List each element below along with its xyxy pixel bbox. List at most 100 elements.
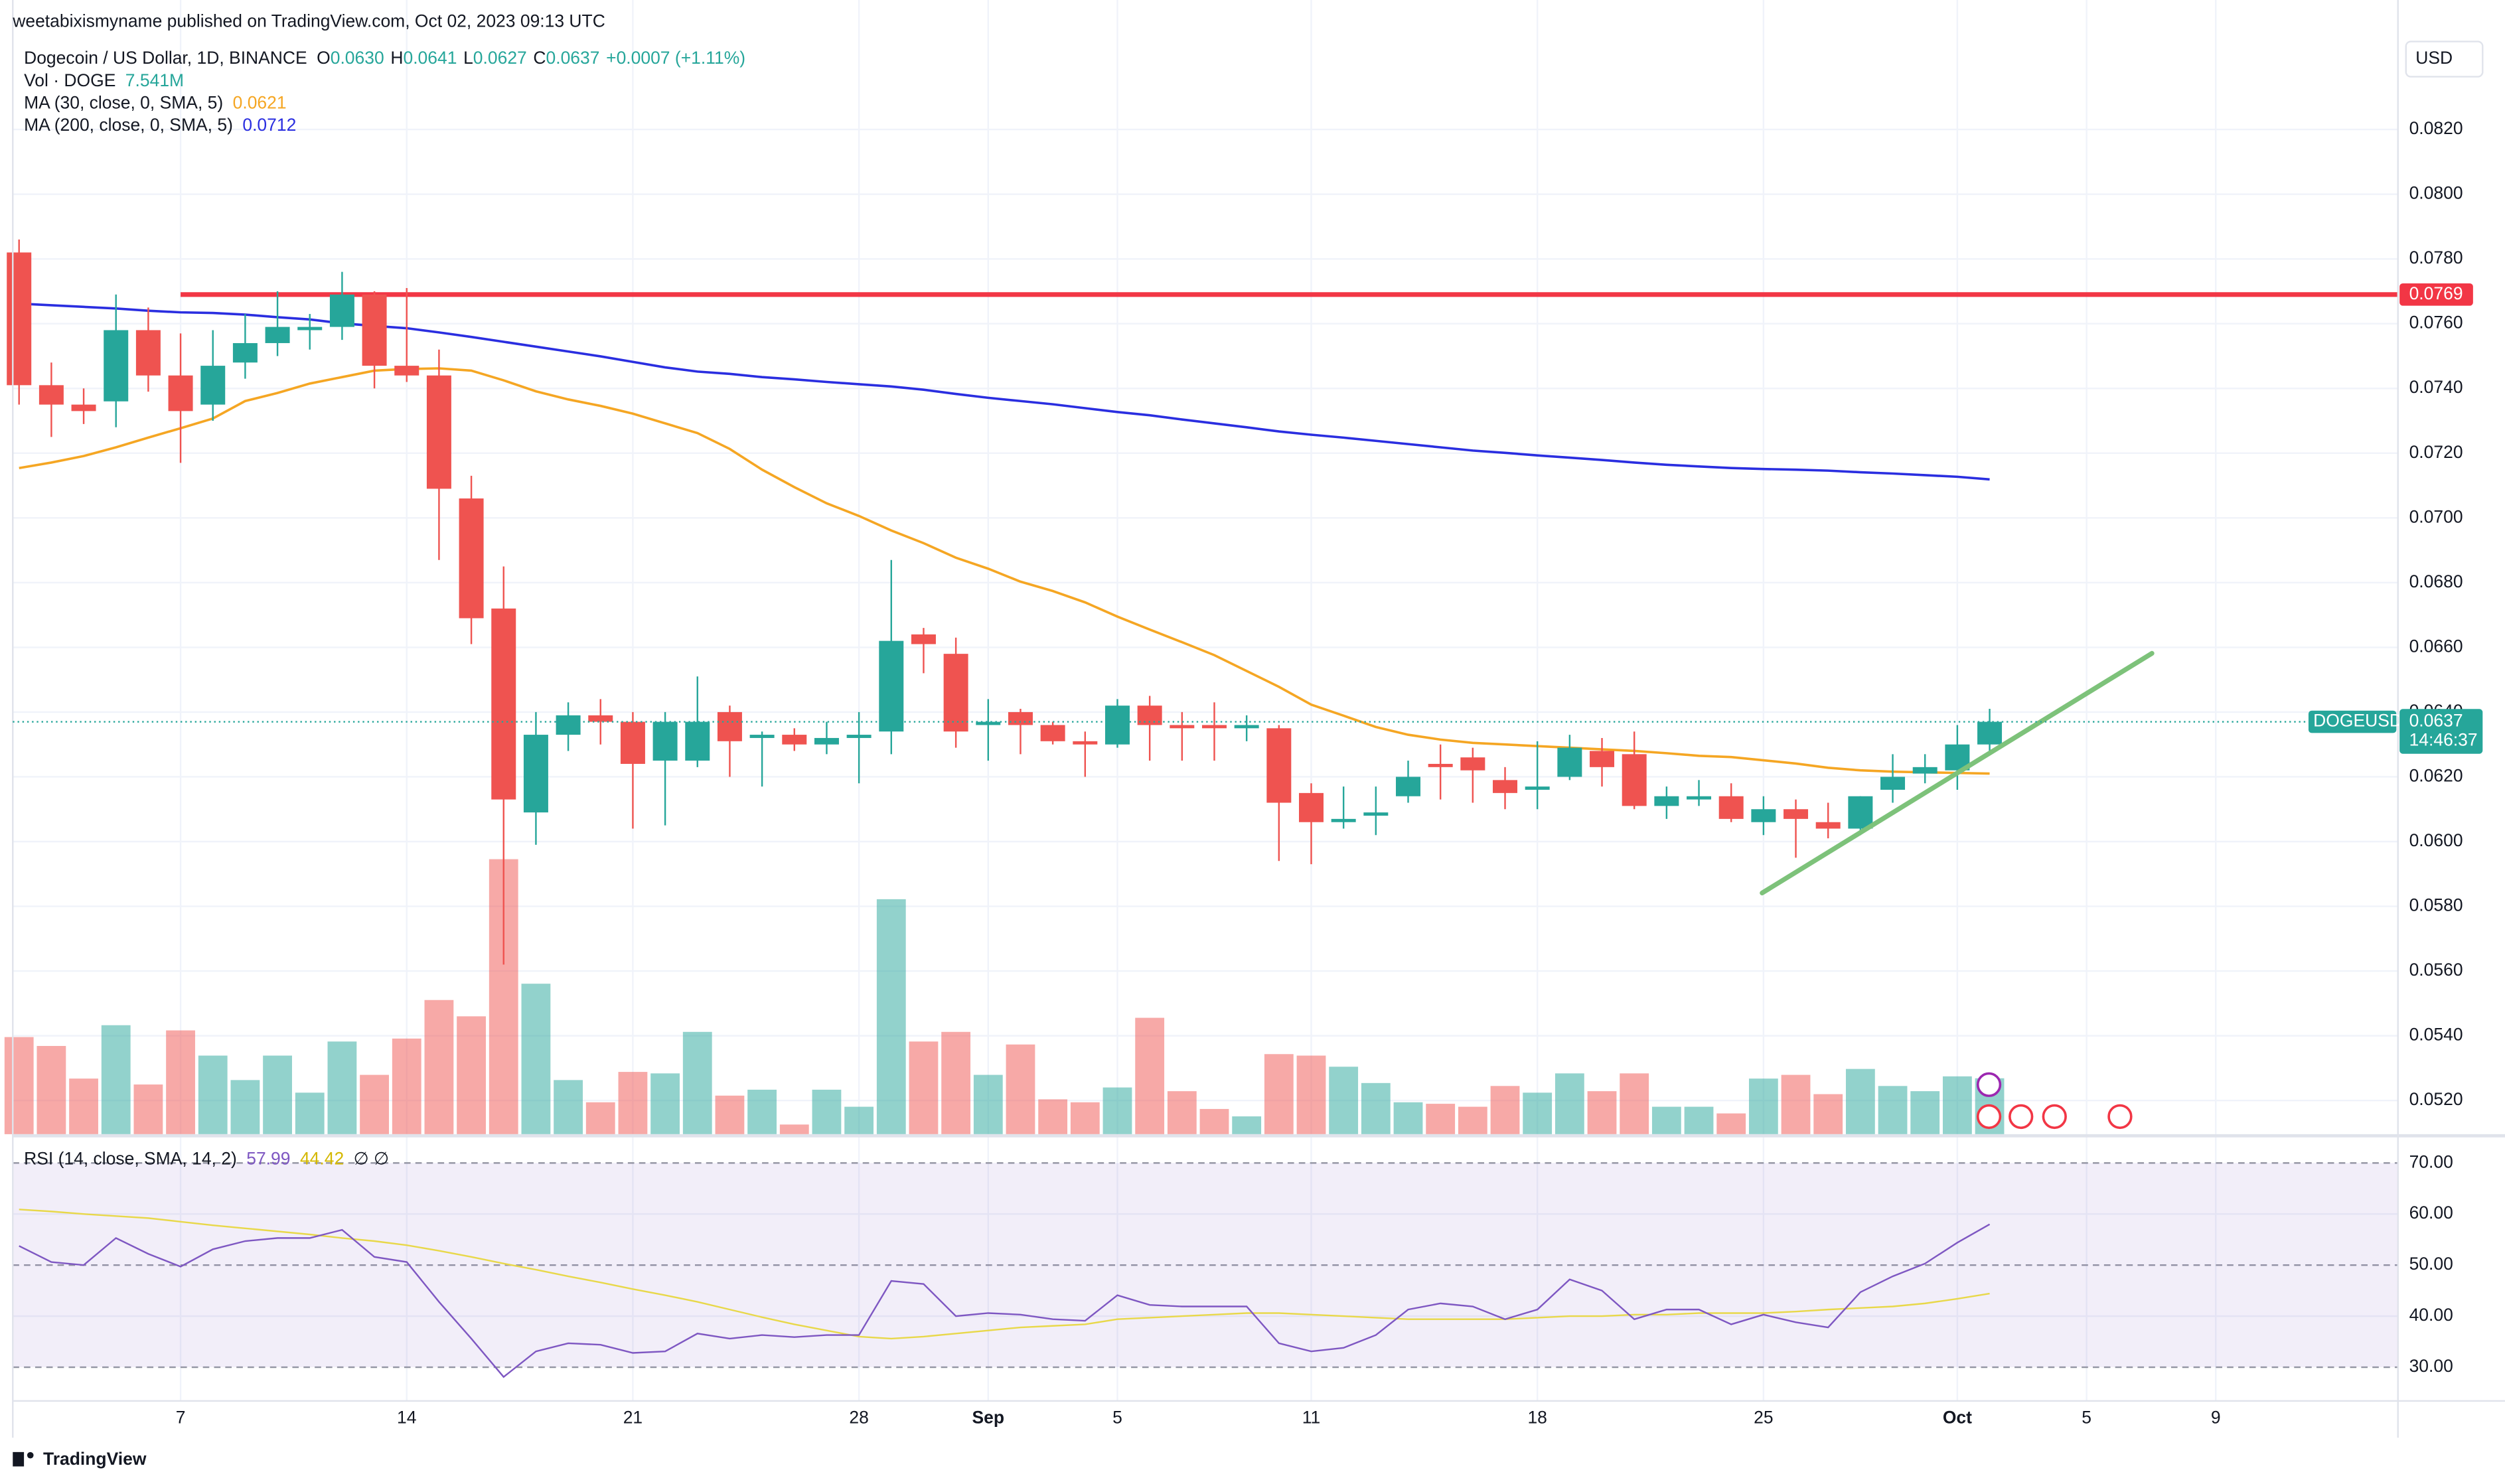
- candle-body: [523, 735, 548, 813]
- volume-bar: [618, 1072, 648, 1134]
- ma-line: [19, 367, 1990, 775]
- volume-bar: [37, 1045, 66, 1134]
- countdown: 14:46:37: [2409, 729, 2478, 749]
- currency-button[interactable]: [2405, 40, 2484, 78]
- candle-body: [394, 366, 419, 376]
- rsi-tick-label: 30.00: [2409, 1356, 2453, 1376]
- volume-bar: [650, 1073, 680, 1134]
- x-tick-label: 5: [1112, 1407, 1122, 1427]
- candle-body: [1396, 777, 1420, 796]
- ohlc-key: O: [317, 48, 331, 68]
- ohlc-key: H: [390, 48, 403, 68]
- candle-body: [1718, 796, 1744, 819]
- x-tick-label: 9: [2211, 1407, 2221, 1427]
- candle-body: [749, 735, 775, 738]
- candle-body: [1073, 741, 1098, 745]
- volume-bar: [1458, 1106, 1487, 1134]
- ohlc-value: 0.0630: [331, 48, 384, 68]
- volume-bar: [295, 1092, 325, 1134]
- y-tick-label: 0.0580: [2409, 895, 2463, 915]
- rsi-tick-label: 40.00: [2409, 1305, 2453, 1325]
- logo: TradingView: [13, 1449, 147, 1469]
- x-tick-label: 28: [849, 1407, 868, 1427]
- candle-body: [1977, 721, 2003, 745]
- candle-body: [846, 735, 872, 738]
- candle-body: [1590, 751, 1615, 767]
- ohlc-value: 0.0641: [403, 48, 457, 68]
- candle-body: [200, 366, 226, 405]
- volume-bar: [1135, 1017, 1165, 1134]
- event-icon: [1976, 1104, 2002, 1130]
- volume-legend: Vol · DOGE 7.541M: [24, 70, 184, 90]
- volume-bar: [1102, 1087, 1132, 1134]
- candle-body: [976, 721, 1001, 725]
- x-tick-label: Oct: [1943, 1407, 1972, 1427]
- candle-body: [1525, 786, 1550, 790]
- currency[interactable]: USD: [2415, 48, 2453, 68]
- candle-body: [1363, 812, 1389, 816]
- published-note: weetabixismyname published on TradingVie…: [12, 11, 605, 31]
- candle-body: [7, 252, 32, 386]
- volume-bar: [876, 899, 906, 1134]
- y-tick-label: 0.0560: [2409, 960, 2463, 980]
- volume-bar: [1070, 1102, 1100, 1134]
- change: +0.0007 (+1.11%): [606, 48, 745, 68]
- volume-layer: [4, 859, 2005, 1134]
- candle-body: [297, 327, 323, 331]
- event-icon: [2107, 1104, 2133, 1130]
- volume-bar: [747, 1089, 777, 1134]
- rsi-tick-label: 70.00: [2409, 1151, 2453, 1171]
- candle-body: [1687, 796, 1712, 800]
- volume-bar: [1878, 1086, 1908, 1134]
- candle-body: [38, 385, 64, 405]
- rsi-legend: RSI (14, close, SMA, 14, 2) 57.99 44.42 ∅ ∅: [24, 1148, 389, 1168]
- ohlc-value: 0.0627: [473, 48, 527, 68]
- price-tag-bg: [2399, 709, 2483, 754]
- candle-body: [1201, 725, 1227, 729]
- rsi-extra: ∅ ∅: [354, 1148, 389, 1168]
- axis-layer: 0.0520 0.0540 0.0560 0.0580 0.0600 0.0620 0.06…: [13, 118, 2483, 1427]
- candle-body: [104, 330, 129, 402]
- volume-bar: [1587, 1091, 1617, 1134]
- volume-bar: [909, 1041, 939, 1134]
- volume-bar: [101, 1025, 131, 1134]
- y-tick-label: 0.0540: [2409, 1025, 2463, 1045]
- y-tick-label: 0.0520: [2409, 1089, 2463, 1109]
- y-tick-label: 0.0660: [2409, 636, 2463, 656]
- candle-body: [459, 498, 484, 619]
- volume-bar: [812, 1089, 842, 1134]
- symbol-tag: DOGEUSD: [2313, 711, 2402, 731]
- price-tag: 0.0637: [2409, 711, 2463, 731]
- volume-bar: [973, 1075, 1003, 1134]
- volume-bar: [521, 984, 551, 1134]
- y-tick-label: 0.0620: [2409, 765, 2463, 785]
- volume-bar: [1490, 1086, 1520, 1134]
- volume-bar: [1942, 1076, 1972, 1134]
- volume-bar: [1910, 1091, 1940, 1134]
- ohlc-key: C: [533, 48, 546, 68]
- volume-bar: [1006, 1044, 1035, 1134]
- candle-body: [1428, 763, 1453, 767]
- ma-value: 0.0621: [233, 92, 287, 112]
- x-tick-label: 14: [397, 1407, 416, 1427]
- rsi-layer: [19, 1209, 1991, 1378]
- candle-body: [1104, 705, 1130, 745]
- volume-bar: [1748, 1078, 1778, 1134]
- volume-bar: [392, 1038, 421, 1134]
- volume-bar: [1684, 1106, 1714, 1134]
- candle-body: [1493, 780, 1518, 793]
- trend-line-drawing: [1760, 650, 2155, 896]
- event-icon: [2042, 1104, 2067, 1130]
- volume-bar: [1393, 1102, 1423, 1134]
- candle-layer: [7, 239, 2003, 965]
- volume-bar: [844, 1106, 874, 1134]
- resistance-tag: 0.0769: [2409, 283, 2463, 303]
- candle-body: [1880, 777, 1906, 790]
- candle-body: [1815, 822, 1841, 829]
- volume-bar: [1781, 1075, 1811, 1134]
- volume-bar: [1264, 1054, 1294, 1134]
- x-tick-label: 7: [176, 1407, 186, 1427]
- symbol-tag-bg: [2308, 710, 2397, 733]
- volume-bar: [263, 1055, 292, 1134]
